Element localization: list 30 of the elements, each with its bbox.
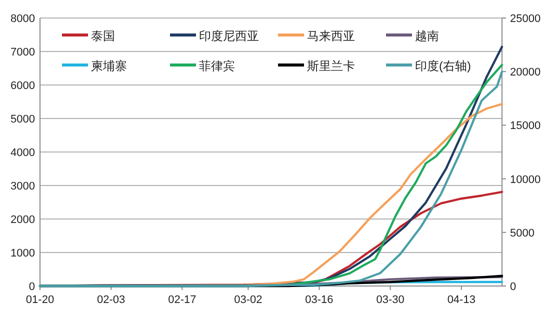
y-tick-label: 2000 bbox=[10, 214, 35, 226]
y2-tick-label: 20000 bbox=[510, 66, 541, 79]
y-tick-label: 5000 bbox=[10, 114, 35, 126]
y2-tick-label: 15000 bbox=[510, 120, 541, 132]
legend-label: 马来西亚 bbox=[307, 29, 355, 43]
y-tick-label: 8000 bbox=[10, 13, 35, 25]
y-tick-label: 0 bbox=[28, 281, 35, 293]
legend-label: 柬埔寨 bbox=[91, 59, 127, 73]
y-tick-label: 3000 bbox=[10, 180, 35, 192]
y-tick-label: 6000 bbox=[10, 80, 35, 92]
y-tick-label: 7000 bbox=[10, 46, 35, 58]
x-tick-label: 03-02 bbox=[234, 294, 262, 306]
legend-label: 印度(右轴) bbox=[415, 59, 471, 73]
legend-label: 越南 bbox=[415, 29, 439, 43]
y2-tick-label: 5000 bbox=[510, 227, 534, 240]
y2-tick-label: 25000 bbox=[510, 13, 541, 25]
y-tick-label: 1000 bbox=[10, 248, 35, 260]
legend-label: 斯里兰卡 bbox=[307, 59, 355, 73]
x-tick-label: 01-20 bbox=[26, 294, 54, 306]
legend-label: 印度尼西亚 bbox=[199, 29, 259, 43]
y2-tick-label: 0 bbox=[510, 281, 516, 293]
x-tick-label: 02-17 bbox=[168, 294, 196, 306]
legend-label: 菲律宾 bbox=[199, 59, 235, 73]
x-tick-label: 02-03 bbox=[97, 294, 126, 306]
x-tick-label: 04-13 bbox=[447, 294, 476, 306]
y-tick-label: 4000 bbox=[10, 147, 35, 159]
y2-tick-label: 10000 bbox=[510, 174, 541, 186]
legend-label: 泰国 bbox=[91, 29, 115, 43]
x-tick-label: 03-30 bbox=[376, 294, 404, 306]
x-tick-label: 03-16 bbox=[305, 294, 334, 306]
